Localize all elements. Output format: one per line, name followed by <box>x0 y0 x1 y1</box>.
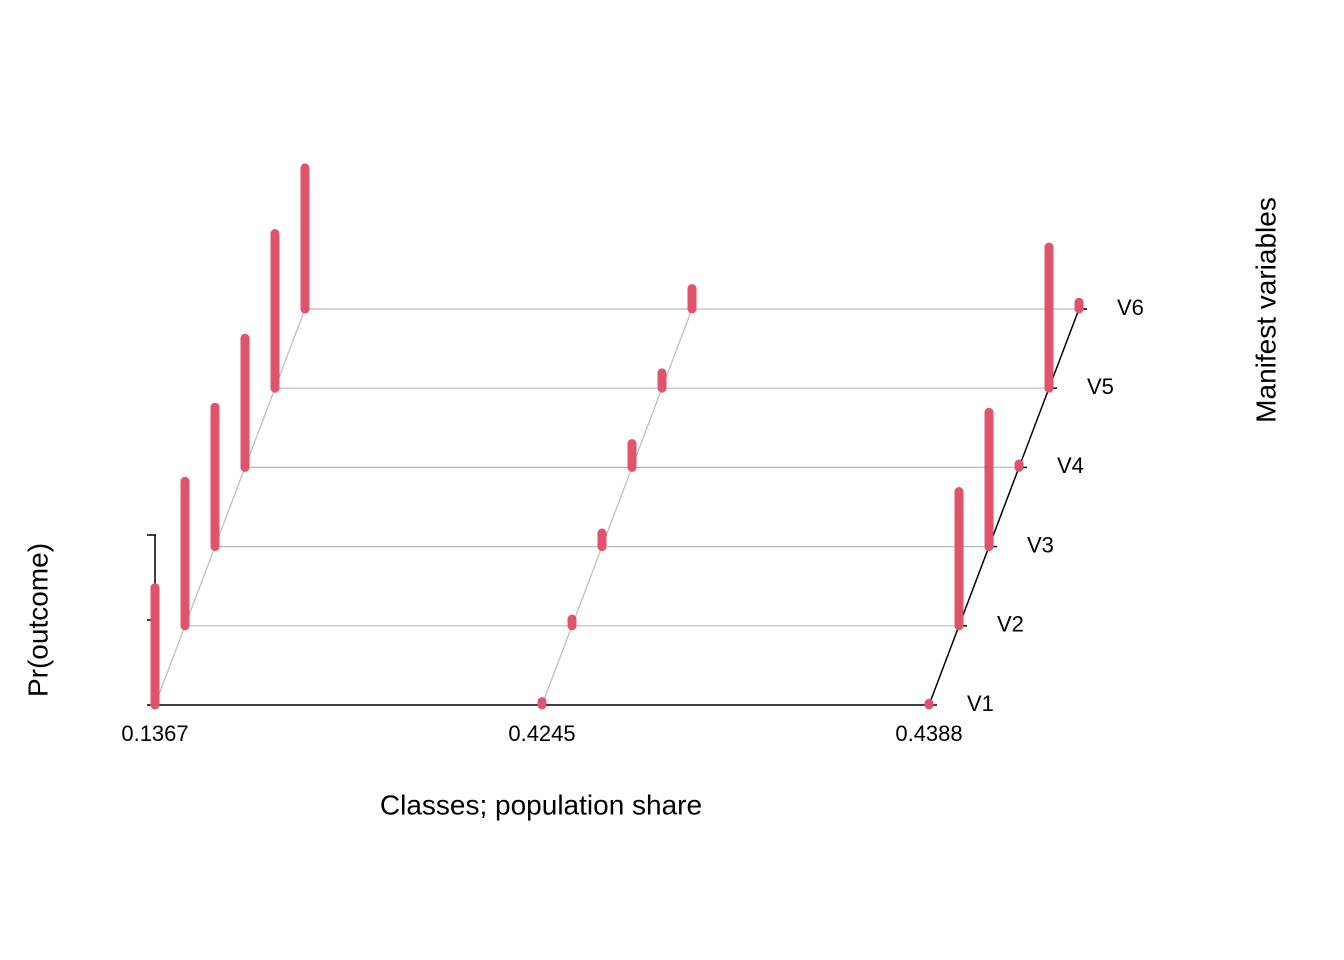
variable-label: V2 <box>997 612 1024 637</box>
variable-label: V4 <box>1057 453 1084 478</box>
z-axis-label: Manifest variables <box>1250 197 1281 423</box>
x-tick-label: 0.4245 <box>508 721 575 746</box>
x-axis-label: Classes; population share <box>380 789 702 820</box>
variable-label: V1 <box>967 691 994 716</box>
depth-line <box>928 308 1080 706</box>
depth-line <box>154 308 306 706</box>
variable-label: V5 <box>1087 374 1114 399</box>
y-axis-label: Pr(outcome) <box>22 543 53 697</box>
x-tick-label: 0.1367 <box>121 721 188 746</box>
variable-label: V6 <box>1117 295 1144 320</box>
x-tick-label: 0.4388 <box>895 721 962 746</box>
variable-label: V3 <box>1027 532 1054 557</box>
depth-line <box>541 308 693 706</box>
